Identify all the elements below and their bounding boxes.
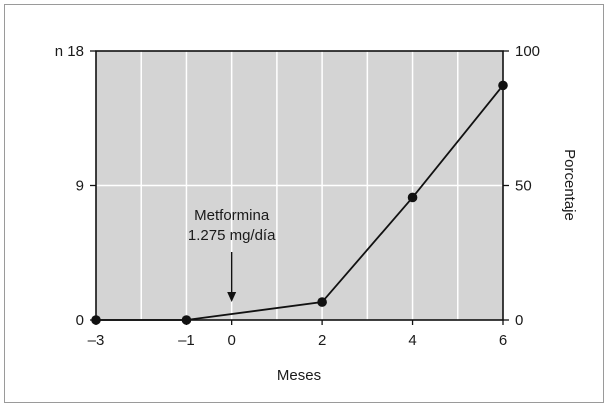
x-tick-labels: –3 –1 0 2 4 6 bbox=[88, 332, 508, 349]
x-tick-label: 0 bbox=[227, 332, 235, 349]
data-point bbox=[407, 192, 418, 203]
data-point bbox=[91, 315, 101, 325]
y-right-tick-label: 100 bbox=[515, 43, 540, 60]
y-left-tick-labels: 0 9 n 18 bbox=[55, 43, 84, 329]
y-left-tick-label: n 18 bbox=[55, 43, 84, 60]
y-left-tick-label: 0 bbox=[76, 312, 84, 329]
x-tick-label: 4 bbox=[408, 332, 416, 349]
y-right-axis-label: Porcentaje bbox=[561, 149, 578, 221]
y-right-tick-label: 0 bbox=[515, 312, 523, 329]
x-tick-label: 2 bbox=[318, 332, 326, 349]
annotation: Metformina 1.275 mg/día bbox=[188, 207, 276, 302]
y-right-tick-labels: 0 50 100 bbox=[515, 43, 540, 329]
data-point bbox=[317, 297, 327, 307]
annotation-arrowhead bbox=[227, 292, 237, 302]
data-point bbox=[181, 315, 192, 325]
x-tick-label: 6 bbox=[499, 332, 507, 349]
annotation-text: 1.275 mg/día bbox=[188, 227, 276, 244]
y-right-tick-label: 50 bbox=[515, 178, 532, 195]
data-series bbox=[91, 80, 508, 325]
annotation-text: Metformina bbox=[194, 207, 270, 224]
x-axis-label: Meses bbox=[277, 367, 321, 384]
data-point bbox=[498, 80, 508, 91]
x-tick-label: –3 bbox=[88, 332, 105, 349]
y-left-tick-label: 9 bbox=[76, 178, 84, 195]
x-tick-label: –1 bbox=[178, 332, 195, 349]
